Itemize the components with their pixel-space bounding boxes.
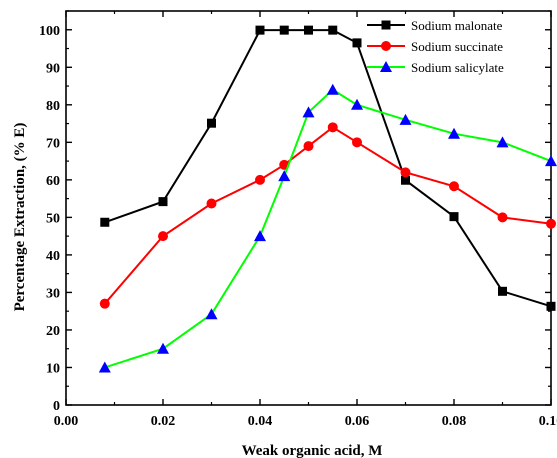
data-point (448, 127, 460, 139)
data-point (278, 170, 291, 182)
data-point (302, 106, 315, 118)
data-point (546, 301, 556, 311)
data-point (497, 212, 508, 223)
legend-label: Sodium succinate (411, 39, 503, 54)
data-point (303, 141, 314, 152)
data-point (498, 286, 507, 296)
x-tick-label: 0.02 (151, 414, 176, 429)
data-point (449, 181, 459, 192)
data-point (351, 98, 363, 110)
data-point (207, 118, 216, 128)
data-point (496, 136, 509, 148)
data-point (157, 342, 169, 354)
data-point (255, 25, 265, 35)
data-point (255, 174, 265, 185)
data-point (399, 113, 412, 125)
data-point (206, 198, 217, 209)
series-sodium-malonate (100, 25, 556, 311)
data-point (304, 25, 313, 35)
y-tick-label: 70 (46, 136, 60, 151)
y-tick-label: 20 (46, 324, 60, 339)
data-point (401, 175, 410, 185)
y-tick-label: 80 (46, 99, 60, 114)
x-tick-label: 0.06 (345, 414, 370, 429)
data-point (205, 308, 218, 320)
data-point (279, 25, 289, 35)
series-line (104, 29, 552, 308)
data-point (327, 122, 338, 133)
data-point (352, 137, 362, 148)
data-point (400, 167, 411, 178)
y-tick-label: 10 (46, 361, 60, 376)
legend-label: Sodium malonate (411, 18, 503, 33)
data-point (546, 218, 556, 229)
series-sodium-succinate (99, 122, 556, 309)
y-tick-label: 60 (46, 174, 60, 189)
series-line (104, 88, 552, 369)
y-tick-label: 100 (39, 24, 60, 39)
data-point (158, 197, 168, 207)
data-point (326, 83, 339, 95)
y-axis-title: Percentage Extraction, (% E) (12, 123, 28, 312)
data-point (545, 155, 557, 167)
legend-label: Sodium salicylate (411, 60, 504, 75)
series-layer (98, 25, 557, 373)
data-point (328, 25, 338, 35)
legend-marker (381, 20, 391, 30)
x-tick-label: 0.04 (248, 414, 273, 429)
data-point (158, 231, 168, 242)
series-line (104, 126, 552, 305)
legend-item: Sodium malonate (367, 18, 503, 33)
x-tick-label: 0.00 (54, 414, 79, 429)
legend-item: Sodium salicylate (367, 60, 504, 75)
series-sodium-salicylate (98, 83, 557, 373)
y-tick-label: 50 (46, 211, 60, 226)
data-point (352, 38, 362, 48)
x-tick-label: 0.08 (442, 414, 467, 429)
data-point (98, 361, 111, 373)
x-tick-label: 0.10 (539, 414, 557, 429)
x-axis-title: Weak organic acid, M (242, 443, 383, 458)
legend-marker (380, 61, 392, 72)
y-tick-label: 0 (53, 399, 60, 414)
y-tick-label: 30 (46, 286, 60, 301)
y-tick-label: 40 (46, 249, 60, 264)
data-point (449, 212, 459, 222)
axes: 0.00 0.02 0.04 0.06 0.08 0.10 0 10 20 30 40 50 60 70 8… (39, 10, 557, 429)
data-point (254, 230, 266, 242)
y-tick-label: 90 (46, 61, 60, 76)
legend-marker (381, 41, 391, 51)
data-point (99, 298, 110, 309)
legend-item: Sodium succinate (367, 39, 503, 54)
legend: Sodium malonate Sodium succinate Sodium sa… (367, 18, 504, 75)
data-point (100, 217, 110, 227)
